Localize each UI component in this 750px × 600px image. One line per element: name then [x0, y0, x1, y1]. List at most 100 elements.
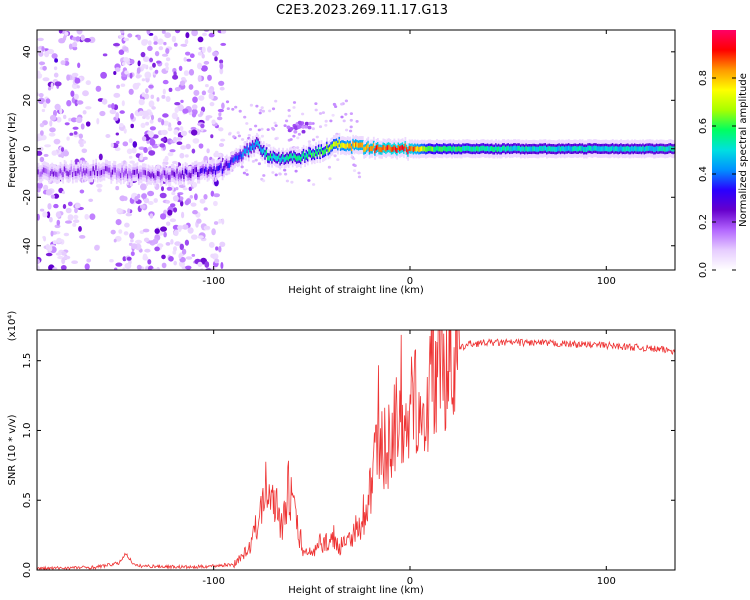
spectrogram-speckle [71, 83, 79, 89]
ridge-core [227, 163, 229, 169]
spectrogram-speckle [95, 85, 102, 92]
spectrogram-speckle [157, 117, 162, 123]
spectrogram-speckle [113, 267, 118, 270]
ridge-core [348, 143, 350, 149]
ridge-core [382, 145, 385, 150]
ridge-core [378, 146, 381, 152]
spectrogram-speckle [296, 136, 300, 140]
spectrogram-speckle [213, 221, 219, 225]
spectrogram-speckle [179, 80, 186, 86]
ridge-core [41, 169, 44, 175]
spectrogram-speckle [218, 218, 222, 224]
ridge-core [195, 167, 198, 173]
ridge-core [165, 174, 168, 180]
spectrogram-speckle [177, 225, 184, 230]
spectrogram-speckle [109, 259, 114, 263]
ridge-core [60, 170, 63, 176]
spectrogram-speckle [333, 154, 337, 158]
ridge-core [342, 142, 345, 148]
spectrogram-speckle [163, 231, 167, 238]
ridge-core [76, 171, 78, 176]
ridge-core [610, 146, 613, 152]
spectrogram-speckle [159, 192, 167, 199]
ridge-core [414, 146, 416, 151]
y-tick-label: 1.5 [22, 353, 33, 369]
spectrogram-speckle [62, 204, 67, 209]
spectrogram-speckle [210, 253, 215, 258]
ridge-core [583, 147, 585, 152]
spectrogram-speckle [72, 222, 77, 227]
ridge-core [462, 145, 464, 151]
spectrogram-speckle [139, 154, 144, 161]
spectrogram-panel: -100 0 100 -40 -20 0 20 40 Height of straight l… [7, 29, 676, 296]
ridge-core [201, 168, 203, 173]
spectrogram-speckle [170, 239, 174, 245]
ridge-core [249, 145, 251, 150]
ridge-core [404, 143, 407, 149]
ridge-core [67, 171, 70, 177]
ridge-core [256, 139, 258, 145]
ridge-core [191, 168, 194, 174]
ridge-core [399, 146, 401, 152]
spectrogram-speckle [44, 50, 50, 58]
spectrogram-speckle [120, 83, 126, 87]
ridge-core [181, 170, 184, 176]
ridge-core [537, 146, 540, 152]
ridge-core [554, 146, 557, 152]
ridge-core [308, 149, 311, 155]
spectrogram-speckle [73, 131, 78, 135]
ridge-core [518, 145, 521, 151]
ridge-core [262, 147, 265, 153]
spectrogram-speckle [113, 92, 121, 98]
ridge-core [375, 145, 378, 151]
spectrogram-speckle [214, 258, 220, 264]
spectrogram-speckle [173, 129, 179, 135]
ridge-core [609, 146, 611, 152]
spectrogram-speckle [139, 204, 146, 209]
spectrogram-speckle [37, 213, 40, 221]
ridge-core [456, 146, 459, 152]
ridge-core [400, 145, 403, 151]
spectrogram-speckle [180, 130, 188, 137]
spectrogram-speckle [76, 85, 80, 89]
ridge-core [111, 169, 114, 175]
spectrogram-speckle [88, 198, 94, 202]
ridge-core [210, 167, 213, 173]
ridge-core [624, 146, 627, 152]
spectrogram-speckle [251, 160, 255, 163]
ridge-core [295, 156, 298, 162]
spectrogram-speckle [340, 102, 344, 106]
ridge-core [102, 168, 104, 174]
ridge-core [558, 145, 561, 151]
ridge-core [52, 171, 55, 177]
spectrogram-speckle [308, 121, 313, 126]
ridge-core [133, 169, 136, 175]
ridge-core [69, 170, 71, 176]
spectrogram-speckle [261, 109, 265, 113]
ridge-core [242, 152, 245, 157]
spectrogram-speckle [245, 173, 249, 176]
spectrogram-speckle [164, 62, 169, 67]
spectrogram-speckle [225, 100, 230, 104]
ridge-core [356, 142, 359, 148]
ridge-core [177, 173, 180, 179]
ridge-core [168, 174, 170, 180]
ridge-core [194, 167, 196, 173]
spectrogram-speckle [171, 191, 176, 196]
spectrogram-speckle [100, 71, 107, 79]
spectrogram-speckle [169, 149, 176, 153]
spectrogram-speckle [39, 123, 45, 128]
ridge-core [230, 159, 232, 165]
ridge-core [460, 146, 463, 152]
spectrogram-speckle [199, 198, 206, 204]
ridge-core [317, 147, 320, 153]
ridge-core [38, 171, 41, 177]
ridge-core [379, 147, 382, 153]
spectrogram-speckle [327, 165, 331, 169]
ridge-core [326, 144, 328, 150]
ridge-core [106, 166, 109, 172]
spectrogram-speckle [208, 32, 215, 38]
ridge-core [87, 169, 89, 175]
spectrogram-speckle [190, 202, 197, 207]
spectrogram-speckle [76, 30, 83, 35]
